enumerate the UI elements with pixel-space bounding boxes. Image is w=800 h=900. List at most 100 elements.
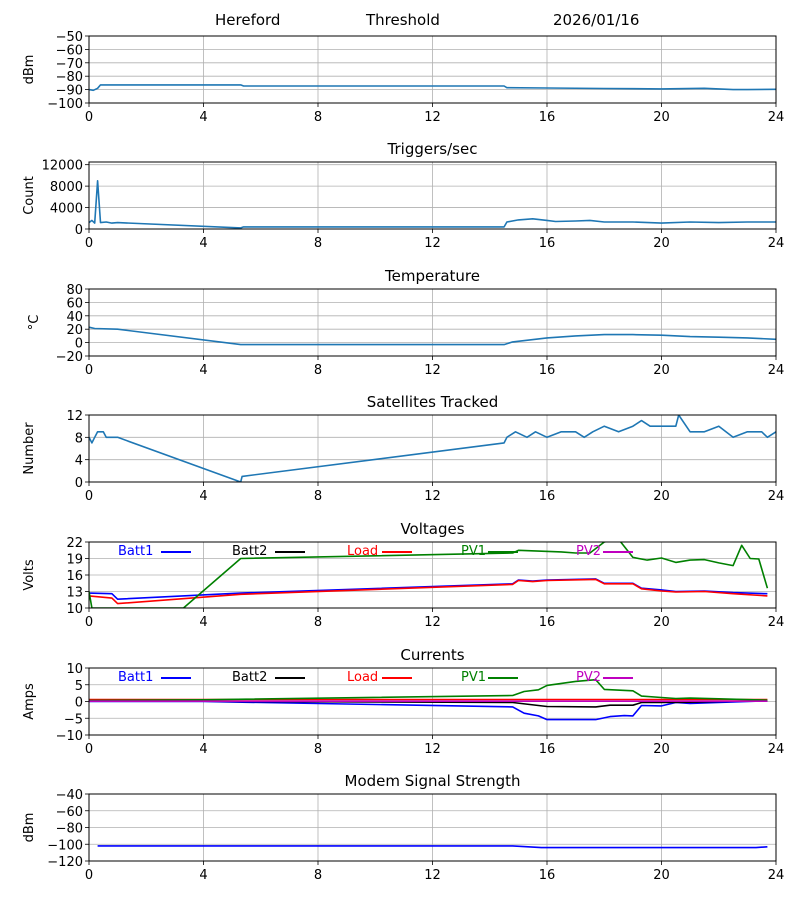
x-tick-label: 12	[424, 236, 441, 251]
y-tick-label: 0	[75, 337, 83, 352]
series-line-satellites	[89, 415, 776, 482]
x-tick-label: 12	[424, 742, 441, 757]
legend-label-batt2: Batt2	[232, 544, 267, 559]
legend-label-load: Load	[347, 670, 378, 685]
legend-label-pv2: PV2	[576, 544, 601, 559]
y-axis-label: Amps	[22, 683, 37, 720]
x-tick-label: 8	[314, 236, 322, 251]
y-tick-label: 5	[75, 679, 83, 694]
x-tick-label: 24	[768, 868, 785, 883]
legend-label-pv1: PV1	[461, 670, 486, 685]
y-tick-label: −90	[56, 84, 83, 99]
series-line-batt2	[89, 699, 768, 708]
x-tick-label: 8	[314, 363, 322, 378]
mode-label: Threshold	[366, 11, 440, 29]
chart-title: Triggers/sec	[387, 140, 478, 158]
y-tick-label: −100	[47, 838, 83, 853]
x-tick-label: 24	[768, 615, 785, 630]
series-line-temperature	[89, 326, 776, 346]
y-tick-label: 20	[66, 323, 83, 338]
x-tick-label: 24	[768, 110, 785, 125]
x-tick-label: 4	[199, 363, 207, 378]
legend-label-batt2: Batt2	[232, 670, 267, 685]
x-tick-label: 8	[314, 615, 322, 630]
x-tick-label: 12	[424, 489, 441, 504]
chart-title: Satellites Tracked	[367, 393, 498, 411]
y-tick-label: 40	[66, 310, 83, 325]
x-tick-label: 0	[85, 489, 93, 504]
chart-panel-6: 0 4 8 12 16 20 24 −10 −50 5 10 Currents Amps Batt1 Bat…	[22, 646, 784, 757]
x-tick-label: 4	[199, 110, 207, 125]
chart-title: Temperature	[384, 267, 480, 285]
x-tick-label: 0	[85, 615, 93, 630]
y-tick-label: 4000	[50, 202, 83, 217]
y-tick-label: −80	[56, 822, 83, 837]
x-tick-label: 16	[539, 489, 556, 504]
y-tick-label: 19	[66, 553, 83, 568]
legend-label-batt1: Batt1	[118, 544, 153, 559]
x-tick-label: 8	[314, 868, 322, 883]
x-tick-label: 16	[539, 742, 556, 757]
x-tick-label: 24	[768, 363, 785, 378]
y-tick-label: −50	[56, 30, 83, 45]
x-tick-label: 24	[768, 742, 785, 757]
x-tick-label: 8	[314, 110, 322, 125]
series-line-batt1	[89, 700, 768, 721]
x-tick-label: 16	[539, 363, 556, 378]
y-axis-label: dBm	[22, 813, 37, 843]
chart-title: Currents	[400, 646, 464, 664]
x-tick-label: 16	[539, 868, 556, 883]
x-tick-label: 20	[653, 236, 670, 251]
series-line-modem	[97, 845, 768, 849]
y-tick-label: −5	[64, 712, 83, 727]
series-line-threshold	[89, 84, 776, 92]
y-tick-label: 0	[75, 476, 83, 491]
x-tick-label: 12	[424, 615, 441, 630]
y-tick-label: 12	[66, 409, 83, 424]
y-tick-label: 0	[75, 696, 83, 711]
x-tick-label: 20	[653, 363, 670, 378]
chart-title: Voltages	[400, 520, 464, 538]
y-axis-label: Number	[22, 422, 37, 475]
x-tick-label: 0	[85, 110, 93, 125]
legend-label-batt1: Batt1	[118, 670, 153, 685]
y-tick-label: −20	[56, 350, 83, 365]
x-tick-label: 12	[424, 868, 441, 883]
chart-panel-7: 0 4 8 12 16 20 24 −120 −100−80 −60 −40 Modem Signal…	[22, 772, 784, 883]
y-axis-label: °C	[27, 315, 42, 331]
x-tick-label: 8	[314, 742, 322, 757]
y-tick-label: −80	[56, 70, 83, 85]
x-tick-label: 24	[768, 236, 785, 251]
y-tick-label: −100	[47, 97, 83, 112]
x-tick-label: 4	[199, 615, 207, 630]
y-axis-label: Count	[22, 176, 37, 215]
legend-label-load: Load	[347, 544, 378, 559]
chart-panel-2: 0 4 8 12 16 20 24 0 4000 8000 12000 Triggers/sec Cou…	[22, 140, 784, 251]
y-tick-label: 16	[66, 569, 83, 584]
series-line-triggers	[89, 180, 776, 229]
y-tick-label: 13	[66, 586, 83, 601]
y-tick-label: −40	[56, 788, 83, 803]
x-tick-label: 4	[199, 868, 207, 883]
chart-title: Modem Signal Strength	[345, 772, 521, 790]
y-tick-label: −120	[47, 855, 83, 870]
y-tick-label: 22	[66, 536, 83, 551]
x-tick-label: 0	[85, 363, 93, 378]
y-tick-label: −60	[56, 805, 83, 820]
y-tick-label: 80	[66, 283, 83, 298]
series-line-batt1	[89, 578, 768, 601]
x-tick-label: 4	[199, 742, 207, 757]
x-tick-label: 16	[539, 236, 556, 251]
series-line-load	[89, 578, 768, 605]
y-tick-label: 12000	[42, 159, 83, 174]
x-tick-label: 4	[199, 489, 207, 504]
y-axis-label: dBm	[22, 55, 37, 85]
y-tick-label: −70	[56, 57, 83, 72]
chart-panel-1: 0 4 8 12 16 20 24 −100−90−80−70−60−50 dBm	[22, 30, 784, 125]
y-tick-label: 10	[66, 662, 83, 677]
y-tick-label: 0	[75, 223, 83, 238]
x-tick-label: 8	[314, 489, 322, 504]
